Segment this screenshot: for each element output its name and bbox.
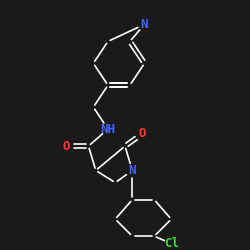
Text: NH: NH [100,122,116,136]
Text: Cl: Cl [164,237,179,250]
Text: N: N [128,164,136,177]
Text: O: O [63,140,70,152]
Text: O: O [138,128,146,140]
Text: N: N [141,18,148,31]
